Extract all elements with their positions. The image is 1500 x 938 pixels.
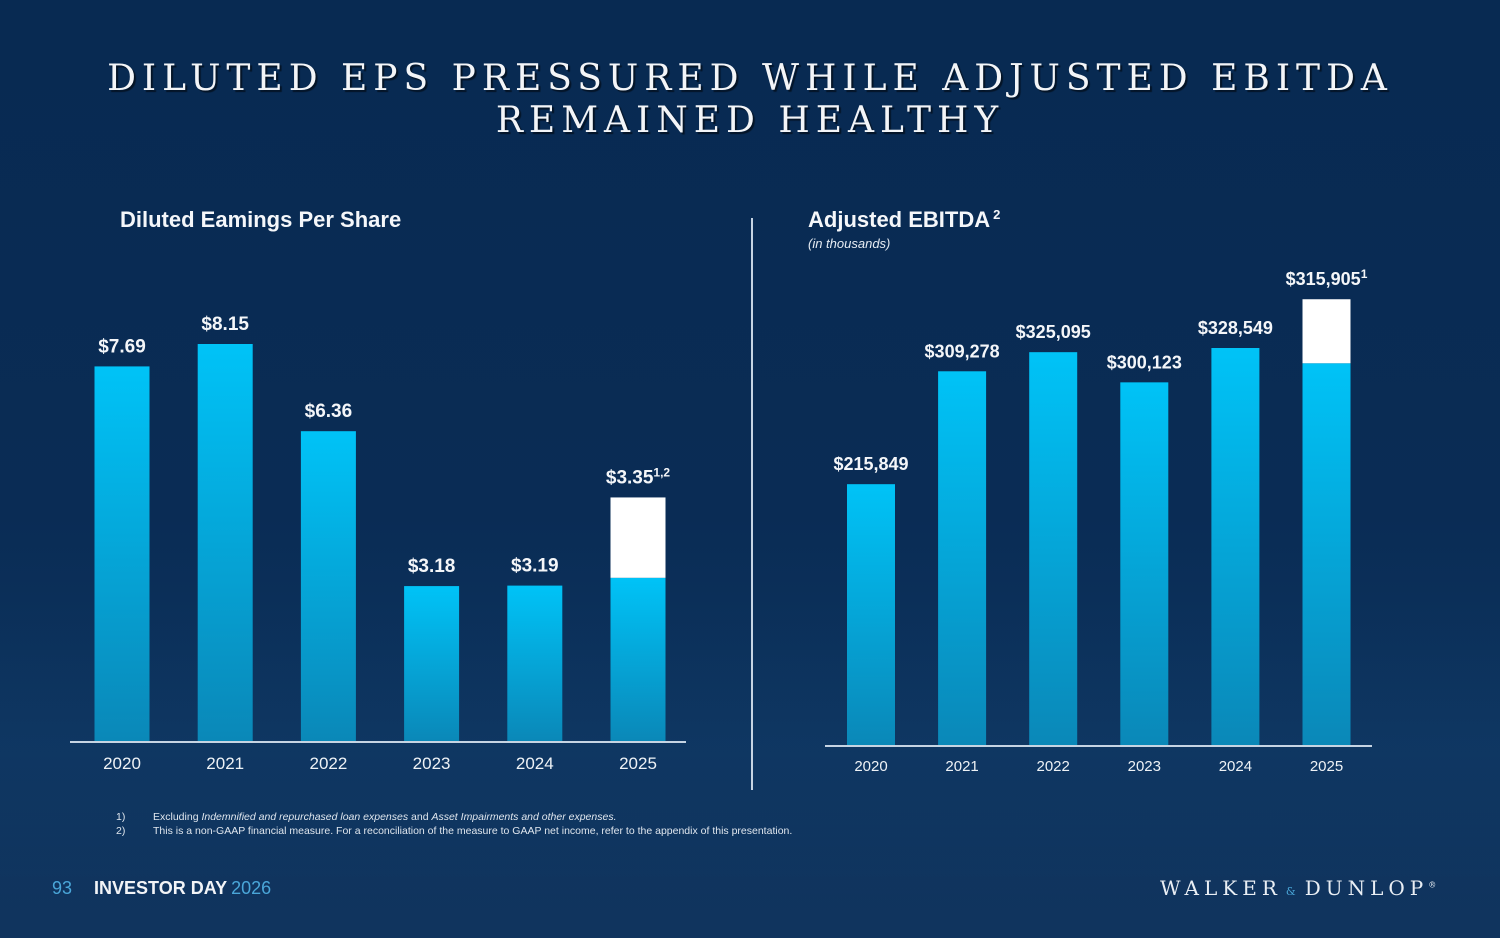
eps-data-label-2025: $3.351,2 <box>606 465 671 488</box>
company-logo: WALKER & DUNLOP® <box>1160 876 1441 900</box>
event-year: 2026 <box>231 878 272 898</box>
footnote-2-text: This is a non-GAAP financial measure. Fo… <box>153 825 793 837</box>
footnote-1-text-a: Excluding <box>153 811 202 823</box>
eps-data-label-2022: $6.36 <box>305 401 353 422</box>
event-label: INVESTOR DAY <box>94 878 228 898</box>
footnote-1: 1) Excluding Indemnified and repurchased… <box>116 810 792 824</box>
eps-x-tick-2021: 2021 <box>206 754 244 773</box>
eps-data-label-2024: $3.19 <box>511 556 559 577</box>
eps-x-tick-2022: 2022 <box>309 754 347 773</box>
eps-bar-2025-adjustment-box <box>610 497 666 578</box>
ebitda-bar-2020 <box>847 484 895 745</box>
logo-word-walker: WALKER <box>1160 876 1282 900</box>
ebitda-x-tick-2024: 2024 <box>1219 758 1252 775</box>
ebitda-title-footnote-mark: 2 <box>993 207 1001 222</box>
ebitda-x-tick-2023: 2023 <box>1128 758 1161 775</box>
ebitda-x-tick-2020: 2020 <box>854 758 887 775</box>
eps-bar-2025 <box>610 577 666 741</box>
eps-bar-2024 <box>507 585 563 741</box>
eps-bar-chart: $7.69 2020 $8.15 2021 $6.36 2022 $3.18 2023 $3.1… <box>70 314 686 773</box>
footer-event: 93 INVESTOR DAY 2026 <box>52 878 271 899</box>
ebitda-bar-2025-adjustment-box <box>1302 299 1351 364</box>
ebitda-data-label-2023: $300,123 <box>1107 352 1182 372</box>
ebitda-data-label-2025: $315,9051 <box>1286 267 1368 289</box>
page-number: 93 <box>52 878 73 898</box>
ebitda-chart-title: Adjusted EBITDA 2 <box>808 207 1000 233</box>
eps-chart-title-text: Diluted Eamings Per Share <box>120 207 402 232</box>
ebitda-data-label-2024: $328,549 <box>1198 318 1273 338</box>
eps-x-tick-2024: 2024 <box>516 754 554 773</box>
footnote-1-text-c: and <box>408 811 432 823</box>
ebitda-x-tick-2022: 2022 <box>1037 758 1070 775</box>
ebitda-bar-2024 <box>1211 348 1260 745</box>
ebitda-data-label-footnote-mark: 1 <box>1361 267 1368 281</box>
slide-title-line-1: DILUTED EPS PRESSURED WHILE ADJUSTED EBI… <box>107 58 1393 99</box>
footnote-1-number: 1) <box>116 811 126 823</box>
eps-bar-2023 <box>404 586 460 741</box>
ebitda-bar-chart: $215,849 2020 $309,278 2021 $325,095 2022 $300… <box>825 267 1372 775</box>
ebitda-data-label-2020: $215,849 <box>833 454 908 474</box>
logo-word-dunlop: DUNLOP <box>1304 876 1429 900</box>
eps-bar-2021 <box>197 344 253 741</box>
eps-data-label-footnote-mark: 1,2 <box>653 465 670 479</box>
registered-mark: ® <box>1428 880 1442 890</box>
logo-ampersand: & <box>1285 885 1301 898</box>
footnote-1-text: Excluding Indemnified and repurchased lo… <box>153 810 616 824</box>
eps-x-tick-2023: 2023 <box>413 754 451 773</box>
footnote-2-number: 2) <box>116 825 126 837</box>
eps-chart-title: Diluted Eamings Per Share <box>120 207 401 233</box>
ebitda-bar-2023 <box>1120 382 1169 745</box>
eps-bar-2022 <box>300 431 356 741</box>
ebitda-data-label-2022: $325,095 <box>1016 322 1091 342</box>
slide-title: DILUTED EPS PRESSURED WHILE ADJUSTED EBI… <box>0 58 1500 142</box>
eps-x-tick-2020: 2020 <box>103 754 141 773</box>
footnotes: 1) Excluding Indemnified and repurchased… <box>116 810 792 838</box>
eps-data-label-2020: $7.69 <box>98 336 146 357</box>
ebitda-data-label-2021: $309,278 <box>925 341 1000 361</box>
ebitda-bar-2025 <box>1302 363 1351 745</box>
footnote-1-text-d: Asset Impairments and other expenses. <box>431 811 617 823</box>
eps-bar-2020 <box>94 366 150 741</box>
chart-divider <box>751 218 753 790</box>
footnote-1-text-b: Indemnified and repurchased loan expense… <box>201 811 409 823</box>
slide-title-line-2: REMAINED HEALTHY <box>495 100 1005 141</box>
footnote-2: 2) This is a non-GAAP financial measure.… <box>116 824 792 838</box>
ebitda-bar-2022 <box>1029 352 1078 745</box>
eps-data-label-2021: $8.15 <box>201 314 249 335</box>
ebitda-x-tick-2025: 2025 <box>1310 758 1343 775</box>
ebitda-chart-title-text: Adjusted EBITDA <box>808 207 991 232</box>
ebitda-chart-subtitle: (in thousands) <box>808 236 891 251</box>
eps-data-label-2023: $3.18 <box>408 556 456 577</box>
ebitda-x-tick-2021: 2021 <box>945 758 978 775</box>
eps-x-tick-2025: 2025 <box>619 754 657 773</box>
ebitda-bar-2021 <box>938 371 987 745</box>
